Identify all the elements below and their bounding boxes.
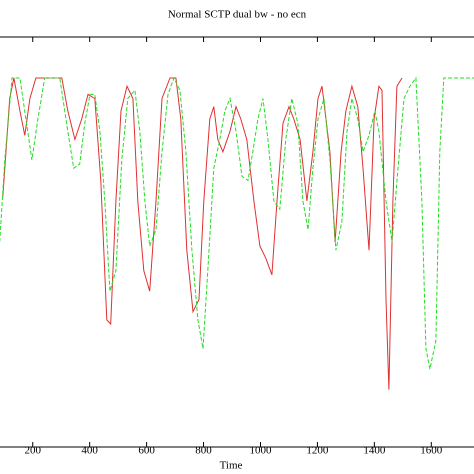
- x-tick-label: 800: [195, 445, 212, 457]
- x-tick-label: 1400: [363, 445, 386, 457]
- x-tick-label: 1200: [306, 445, 329, 457]
- chart-title: Normal SCTP dual bw - no ecn: [168, 9, 307, 21]
- series-line: [0, 76, 474, 370]
- x-tick-label: 1600: [420, 445, 443, 457]
- x-tick-label: 400: [81, 445, 98, 457]
- x-tick-label: 600: [138, 445, 155, 457]
- x-tick-label: 200: [24, 445, 41, 457]
- x-tick-label: 1000: [249, 445, 272, 457]
- series-line: [2, 77, 403, 390]
- x-axis-label: Time: [220, 460, 243, 472]
